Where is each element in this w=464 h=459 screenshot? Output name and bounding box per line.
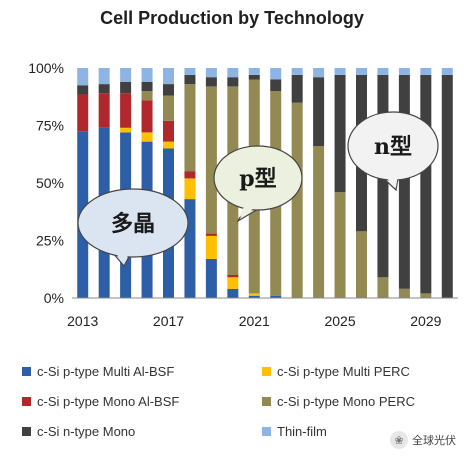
bar-segment	[77, 85, 89, 95]
bar-segment	[420, 293, 432, 298]
bar-segment	[141, 132, 153, 142]
y-tick-label: 75%	[36, 118, 64, 134]
bar-segment	[441, 74, 453, 299]
bar-segment	[420, 68, 432, 75]
bar-segment	[120, 127, 132, 133]
x-tick-label: 2013	[67, 313, 98, 329]
bar-segment	[334, 68, 346, 75]
y-tick-label: 100%	[28, 60, 64, 76]
bar-segment	[291, 102, 303, 298]
annotation-label: 多晶	[111, 211, 155, 237]
chart-title: Cell Production by Technology	[100, 8, 364, 28]
bar-segment	[248, 295, 260, 298]
bar-segment	[205, 86, 217, 234]
bubble-body	[77, 188, 189, 258]
bar-segment	[420, 74, 432, 294]
bar-segment	[270, 68, 282, 80]
annotation-bubble: p型	[213, 145, 303, 223]
bar-segment	[163, 141, 174, 149]
wechat-icon: ❀	[390, 431, 408, 449]
bar-segment	[441, 68, 453, 75]
bar-segment	[334, 192, 346, 298]
bar-segment	[141, 91, 153, 101]
bar-segment	[227, 77, 239, 87]
x-tick-label: 2017	[153, 313, 184, 329]
bar-segment	[227, 68, 239, 78]
bar-segment	[398, 74, 410, 289]
bubble-tail-cover	[112, 249, 130, 263]
bar-segment	[313, 77, 325, 147]
y-tick-label: 0%	[44, 290, 64, 306]
bar-segment	[184, 199, 196, 298]
bar-segment	[248, 74, 260, 80]
bar-segment	[248, 68, 260, 75]
bar-segment	[184, 74, 196, 85]
bar-segment	[227, 288, 239, 298]
bar-segment	[77, 68, 89, 86]
bar-segment	[163, 84, 174, 96]
bar-segment	[141, 100, 153, 133]
bar-segment	[356, 231, 367, 298]
bar-segment	[205, 68, 217, 78]
x-tick-label: 2021	[239, 313, 270, 329]
bar-segment	[98, 84, 110, 94]
bar-segment	[77, 94, 89, 132]
annotation-bubble: n型	[347, 111, 439, 192]
bar-segment	[398, 288, 410, 298]
bar-segment	[377, 68, 389, 75]
bar-segment	[205, 258, 217, 298]
x-tick-label: 2025	[324, 313, 355, 329]
bar-segment	[334, 74, 346, 193]
bar-segment	[377, 277, 389, 298]
bar-segment	[163, 120, 174, 142]
annotation-label: n型	[374, 134, 412, 160]
bar-segment	[184, 84, 196, 172]
bar-segment	[141, 81, 153, 91]
bar-segment	[227, 275, 239, 278]
bar-segment	[227, 277, 239, 289]
bar-segment	[270, 79, 282, 91]
bubble-body	[213, 145, 303, 211]
bubble-tail-cover	[380, 172, 398, 187]
bar-segment	[205, 233, 217, 236]
bar-segment	[163, 95, 174, 121]
x-tick-label: 2029	[410, 313, 441, 329]
bar-segment	[98, 68, 110, 85]
bar-segment	[291, 74, 303, 103]
bar-segment	[184, 171, 196, 179]
bar-segment	[291, 68, 303, 75]
bar-segment	[184, 178, 196, 200]
bar-segment	[120, 93, 132, 128]
annotation-bubble: 多晶	[77, 188, 189, 268]
bar-segment	[98, 93, 110, 128]
watermark-text: 全球光伏	[412, 435, 456, 447]
bar-segment	[270, 295, 282, 298]
bar-segment	[398, 68, 410, 75]
bar-segment	[163, 68, 174, 85]
bar-segment	[141, 68, 153, 82]
bar-segment	[313, 68, 325, 78]
y-tick-label: 25%	[36, 233, 64, 249]
bar-segment	[120, 81, 132, 94]
watermark: ❀ 全球光伏	[390, 431, 456, 449]
bubble-tail-cover	[238, 203, 258, 218]
bar-segment	[184, 68, 196, 75]
bar-segment	[248, 293, 260, 296]
bar-segment	[313, 146, 325, 298]
bar-segment	[120, 68, 132, 82]
bar-segment	[205, 235, 217, 259]
bar-segment	[356, 68, 367, 75]
bar-segment	[205, 77, 217, 87]
annotation-label: p型	[239, 166, 276, 192]
y-tick-label: 50%	[36, 175, 64, 191]
